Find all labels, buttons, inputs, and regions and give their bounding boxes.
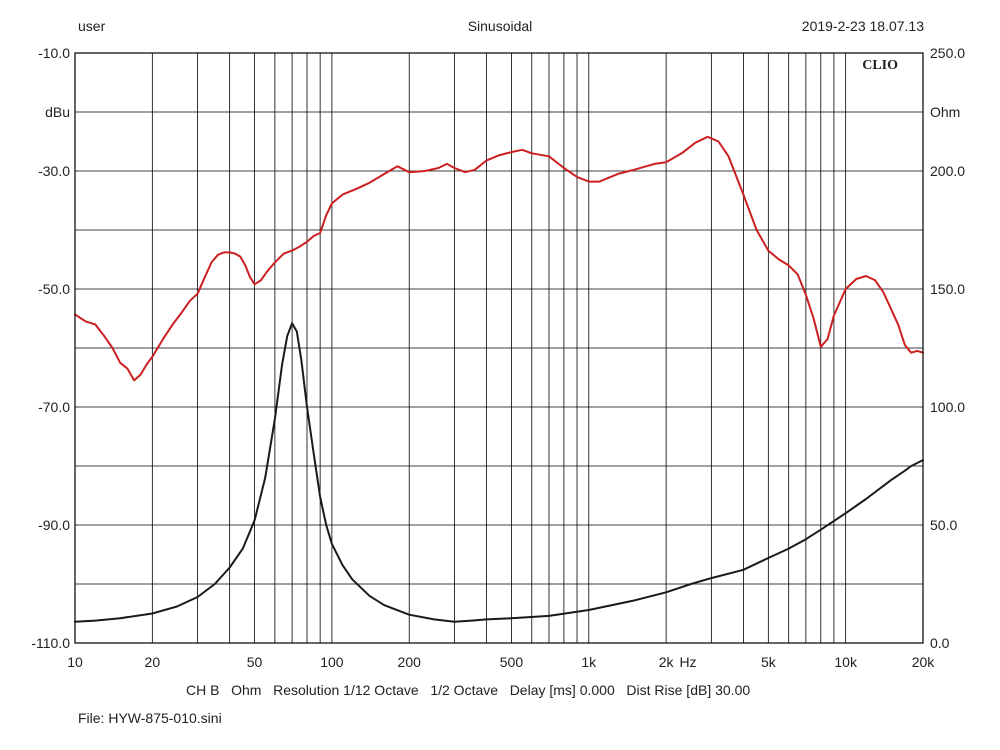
curves (74, 135, 924, 623)
x-tick-label: 10 (67, 654, 83, 670)
y-left-tick-label: -50.0 (38, 281, 70, 297)
series-line-right-axis (74, 322, 924, 623)
header-mode: Sinusoidal (467, 18, 533, 34)
x-tick-label: 5k (761, 654, 777, 670)
y-right-tick-label: 150.0 (930, 281, 965, 297)
series-line-left-axis (74, 135, 924, 382)
footer-file: File: HYW-875-010.sini (78, 710, 222, 726)
axis-labels: 10 20 50 100 200 500 1k 2k 5k 10k 20k Hz -10.0 -30.0 -… (31, 45, 965, 670)
x-tick-label: 20 (145, 654, 161, 670)
y-left-tick-label: -70.0 (38, 399, 70, 415)
footer-settings: CH B Ohm Resolution 1/12 Octave 1/2 Octa… (186, 682, 751, 698)
y-left-tick-label: -90.0 (38, 517, 70, 533)
x-tick-label: 1k (581, 654, 597, 670)
y-left-tick-label: -30.0 (38, 163, 70, 179)
y-left-tick-label: -10.0 (38, 45, 70, 61)
y-right-tick-label: 200.0 (930, 163, 965, 179)
y-right-tick-label: 50.0 (930, 517, 957, 533)
y-right-tick-label: 100.0 (930, 399, 965, 415)
header-user: user (78, 18, 106, 34)
x-tick-label: 10k (834, 654, 858, 670)
x-tick-label: 2k (659, 654, 675, 670)
x-tick-label: 100 (320, 654, 344, 670)
brand-label: CLIO (862, 58, 898, 73)
y-right-tick-label: 0.0 (930, 635, 950, 651)
y-right-axis-label: Ohm (930, 104, 960, 120)
grid (74, 52, 924, 644)
y-left-tick-label: -110.0 (31, 635, 70, 651)
y-right-tick-label: 250.0 (930, 45, 965, 61)
y-left-axis-label: dBu (45, 104, 70, 120)
header-timestamp: 2019-2-23 18.07.13 (801, 18, 924, 34)
x-tick-label: 200 (398, 654, 422, 670)
x-tick-label: 500 (500, 654, 524, 670)
plot-frame (74, 52, 924, 644)
x-tick-label: 20k (912, 654, 936, 670)
x-tick-label: 50 (247, 654, 263, 670)
x-axis-label: Hz (679, 654, 696, 670)
